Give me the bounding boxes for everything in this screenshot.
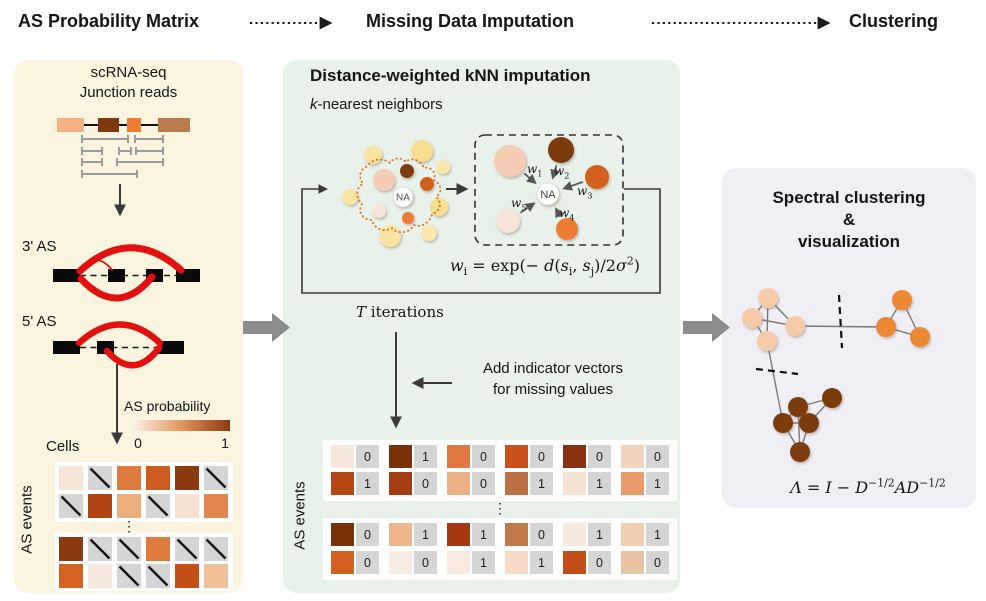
svg-text:1: 1 [538, 477, 545, 491]
svg-text:1: 1 [480, 528, 487, 542]
svg-text:1: 1 [654, 477, 661, 491]
as3-diagram [53, 244, 200, 302]
k-nearest-neighbors-label: k-nearest neighbors [310, 96, 443, 113]
svg-text:0: 0 [364, 450, 371, 464]
knn-scatter: NA [342, 140, 450, 247]
matrix-ellipsis-left: ⋮ [122, 518, 136, 534]
panel-missing-data-imputation [283, 60, 680, 593]
svg-text:0: 0 [538, 528, 545, 542]
knn-weight-formula: wi = exp(− d(si, sj)/2σ2) [449, 254, 641, 279]
svg-text:0: 0 [364, 556, 371, 570]
indicator-note-line1: Add indicator vectors [482, 360, 624, 377]
graph-cut-lines [755, 294, 844, 376]
svg-text:1: 1 [596, 477, 603, 491]
neighborhood-outline [356, 157, 442, 234]
cells-axis-label: Cells [46, 438, 80, 455]
as-events-axis-label-middle: AS events [291, 481, 309, 550]
svg-text:0: 0 [596, 556, 603, 570]
svg-text:1: 1 [422, 528, 429, 542]
colorbar-max-label: 1 [221, 435, 229, 451]
cut-line-2 [755, 367, 799, 376]
colorbar-min-label: 0 [134, 435, 142, 451]
panel-transition-arrows [243, 313, 730, 342]
svg-text:1: 1 [480, 556, 487, 570]
weight-label-w2: w2 [554, 164, 570, 181]
svg-text:0: 0 [538, 450, 545, 464]
svg-text:0: 0 [480, 450, 487, 464]
knn-imputation-title: Distance-weighted kNN imputation [310, 66, 591, 85]
as-events-axis-label-left: AS events [18, 485, 36, 554]
svg-text:1: 1 [364, 477, 371, 491]
gene-model [57, 118, 190, 132]
matrix-ellipsis-middle: ⋮ [493, 500, 507, 516]
spectral-clustering-title-line1: Spectral clustering [772, 188, 926, 207]
spectral-clustering-title-amp: & [842, 210, 856, 229]
spectral-cluster-graph [742, 288, 930, 462]
as5-label: 5' AS [22, 313, 57, 330]
junction-reads [81, 135, 164, 178]
spectral-clustering-title-line2: visualization [797, 232, 901, 251]
stage-title-missing-data-imputation: Missing Data Imputation [366, 11, 575, 31]
cut-line-1 [837, 294, 844, 349]
svg-text:0: 0 [422, 556, 429, 570]
svg-text:1: 1 [422, 450, 429, 464]
as-probability-matrix [55, 462, 233, 591]
svg-text:1: 1 [654, 528, 661, 542]
svg-text:0: 0 [654, 450, 661, 464]
stage-title-as-probability-matrix: AS Probability Matrix [18, 11, 200, 31]
stage-title-clustering: Clustering [849, 11, 939, 31]
weight-label-w3: w3 [577, 184, 593, 201]
svg-text:0: 0 [480, 477, 487, 491]
svg-text:NA: NA [540, 189, 556, 201]
weight-label-w1: w1 [527, 162, 543, 179]
svg-text:0: 0 [596, 450, 603, 464]
knn-weight-star: NA [494, 137, 609, 240]
knn-detail-box [474, 134, 624, 246]
imputed-matrix: 0 1 0 0 0 0 1 0 0 1 1 1 0 1 1 0 1 1 0 0 1 1 0 0 [323, 440, 677, 580]
laplacian-formula: Λ = I − D−1/2AD−1/2 [790, 476, 946, 497]
weight-label-w5: w5 [511, 196, 527, 213]
svg-text:1: 1 [538, 556, 545, 570]
indicator-note-line2: for missing values [492, 381, 614, 398]
svg-text:0: 0 [364, 528, 371, 542]
block-arrow-left [243, 313, 290, 342]
as3-label: 3' AS [22, 238, 57, 255]
block-arrow-right [683, 313, 730, 342]
as-probability-colorbar [133, 420, 230, 431]
exon-boxes [57, 118, 190, 132]
iteration-loop [301, 184, 661, 294]
svg-text:0: 0 [654, 556, 661, 570]
t-iterations-label: T iterations [356, 303, 444, 321]
weight-label-w4: w4 [559, 206, 575, 223]
as5-diagram [53, 321, 184, 369]
svg-text:1: 1 [596, 528, 603, 542]
scrna-seq-label: scRNA-seq [90, 64, 167, 81]
svg-text:0: 0 [422, 477, 429, 491]
svg-text:NA: NA [396, 193, 410, 204]
junction-reads-label: Junction reads [79, 84, 178, 101]
as-probability-label: AS probability [124, 398, 211, 414]
